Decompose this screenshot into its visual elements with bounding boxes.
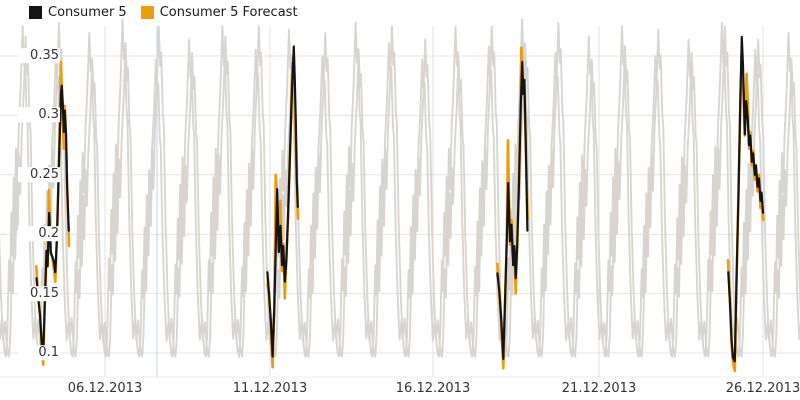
series-consumer-5-segment-3: [727, 35, 765, 363]
x-axis-label: 26.12.2013: [725, 381, 800, 396]
series-consumer-5-segment-1: [266, 45, 299, 358]
series-consumer-5-forecast-segment-3: [726, 52, 765, 373]
y-axis-label: 0.15: [18, 285, 60, 301]
legend-swatch-consumer5-forecast: [140, 6, 154, 19]
legend-label-consumer5-forecast: Consumer 5 Forecast: [159, 5, 298, 20]
y-axis-label: 0.1: [18, 345, 60, 361]
legend: Consumer 5 Consumer 5 Forecast: [29, 5, 298, 20]
legend-swatch-consumer5: [29, 6, 42, 19]
x-axis-label: 21.12.2013: [561, 381, 637, 396]
background-series-line-0: [0, 18, 800, 358]
legend-item-consumer5[interactable]: Consumer 5: [29, 5, 127, 20]
y-axis-label: 0.35: [18, 48, 60, 64]
x-axis-label: 06.12.2013: [67, 381, 143, 396]
series-consumer-5-segment-2: [496, 60, 529, 360]
x-axis-label: 11.12.2013: [232, 381, 308, 396]
y-axis-label: 0.25: [18, 166, 60, 182]
y-axis-label: 0.2: [18, 226, 60, 242]
background-series-line-1: [0, 22, 800, 358]
x-axis-label: 16.12.2013: [395, 381, 471, 396]
legend-item-consumer5-forecast[interactable]: Consumer 5 Forecast: [140, 5, 298, 20]
y-axis-label: 0.3: [18, 107, 60, 123]
legend-label-consumer5: Consumer 5: [48, 5, 127, 20]
